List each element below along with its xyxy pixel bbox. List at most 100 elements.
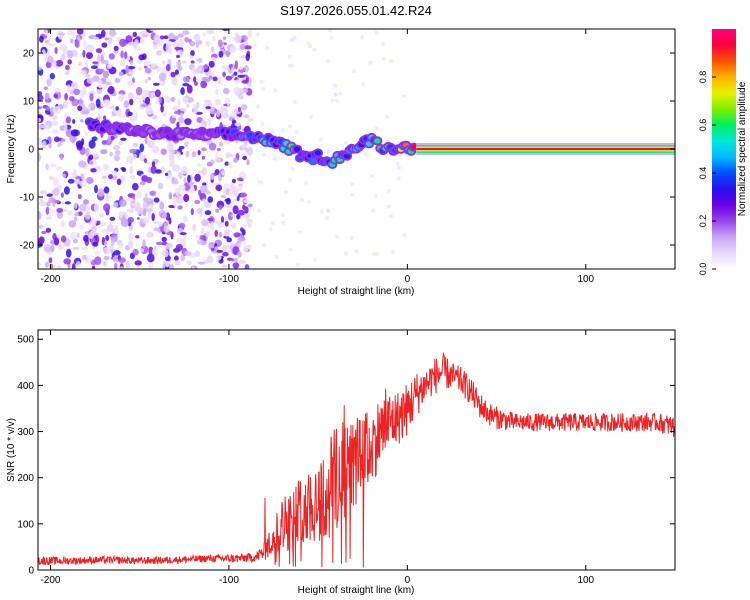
noise-blob	[138, 66, 142, 71]
noise-blob	[73, 88, 81, 96]
noise-blob	[229, 45, 237, 53]
noise-blob	[75, 261, 81, 266]
noise-blob	[221, 170, 226, 176]
noise-blob	[68, 220, 77, 228]
noise-blob	[44, 92, 50, 100]
noise-blob	[205, 230, 211, 237]
noise-blob	[119, 199, 127, 207]
y-tick-label: 0	[28, 145, 34, 156]
noise-blob	[101, 229, 109, 234]
noise-blob	[221, 264, 228, 268]
noise-blob	[108, 53, 116, 60]
noise-blob	[242, 155, 248, 161]
noise-blob	[56, 166, 62, 171]
noise-blob	[194, 199, 201, 205]
noise-blob	[170, 71, 176, 78]
noise-blob	[119, 266, 125, 269]
noise-blob	[59, 153, 64, 161]
noise-blob	[224, 244, 232, 253]
noise-blob	[135, 86, 143, 96]
noise-blob	[110, 239, 115, 247]
noise-blob	[202, 32, 207, 37]
noise-blob	[241, 55, 246, 59]
haze-blob	[297, 230, 302, 235]
noise-blob	[69, 96, 75, 102]
noise-blob	[161, 212, 167, 219]
noise-blob	[197, 261, 206, 265]
noise-blob	[218, 204, 223, 211]
noise-blob	[103, 260, 107, 267]
noise-blob	[134, 260, 142, 266]
noise-blob	[54, 136, 60, 143]
noise-blob	[102, 163, 110, 171]
noise-blob	[173, 110, 181, 115]
haze-blob	[326, 149, 331, 154]
noise-blob	[77, 194, 82, 200]
colorbar: 0.0 0.2 0.4 0.6 0.8 Normalized spectral ampl…	[698, 29, 748, 275]
noise-blob	[92, 61, 99, 65]
haze-blob	[270, 129, 275, 134]
noise-blob	[239, 144, 248, 149]
haze-blob	[333, 83, 338, 88]
noise-blob	[73, 216, 78, 222]
noise-blob	[104, 99, 111, 107]
noise-blob	[58, 32, 66, 36]
noise-blob	[165, 43, 172, 53]
noise-blob	[65, 128, 73, 138]
noise-blob	[193, 76, 197, 83]
noise-blob	[227, 257, 232, 261]
noise-blob	[178, 172, 183, 179]
haze-blob	[386, 204, 391, 209]
noise-blob	[165, 172, 169, 176]
haze-blob	[228, 204, 232, 209]
noise-blob	[201, 167, 208, 176]
noise-blob	[215, 208, 220, 213]
noise-blob	[139, 248, 144, 253]
noise-blob	[147, 76, 152, 81]
noise-blob	[51, 209, 55, 215]
haze-blob	[261, 243, 266, 248]
noise-blob	[103, 186, 110, 194]
noise-blob	[174, 46, 183, 51]
noise-blob	[144, 65, 148, 69]
noise-blob	[100, 221, 107, 227]
haze-blob	[283, 190, 288, 195]
y-tick-label: -20	[20, 241, 35, 252]
noise-blob	[103, 255, 110, 261]
noise-blob	[184, 118, 192, 126]
spectrogram-xlabel: Height of straight line (km)	[298, 286, 415, 297]
noise-blob	[208, 142, 217, 151]
noise-blob	[86, 77, 94, 84]
noise-blob	[222, 87, 230, 95]
noise-blob	[52, 129, 59, 134]
noise-blob	[131, 202, 137, 207]
haze-blob	[281, 127, 286, 132]
noise-blob	[72, 246, 80, 251]
noise-blob	[142, 239, 146, 249]
noise-blob	[213, 139, 219, 145]
noise-blob	[208, 75, 213, 80]
noise-blob	[153, 227, 161, 232]
noise-blob	[152, 82, 160, 86]
noise-blob	[182, 96, 189, 103]
noise-blob	[223, 187, 226, 196]
figure-title: S197.2026.055.01.42.R24	[280, 3, 432, 18]
noise-blob	[139, 143, 145, 153]
noise-blob	[123, 100, 130, 108]
noise-blob	[104, 196, 109, 201]
noise-blob	[106, 64, 112, 69]
haze-blob	[381, 41, 386, 46]
haze-blob	[288, 178, 292, 183]
noise-blob	[163, 225, 170, 233]
noise-blob	[44, 29, 48, 36]
noise-blob	[92, 75, 100, 82]
noise-blob	[105, 235, 110, 241]
haze-blob	[287, 54, 292, 59]
noise-blob	[196, 117, 203, 123]
noise-blob	[63, 100, 69, 109]
haze-blob	[396, 165, 401, 170]
y-tick-label: 10	[23, 97, 35, 108]
noise-blob	[74, 39, 80, 48]
ridge-core	[343, 153, 351, 159]
